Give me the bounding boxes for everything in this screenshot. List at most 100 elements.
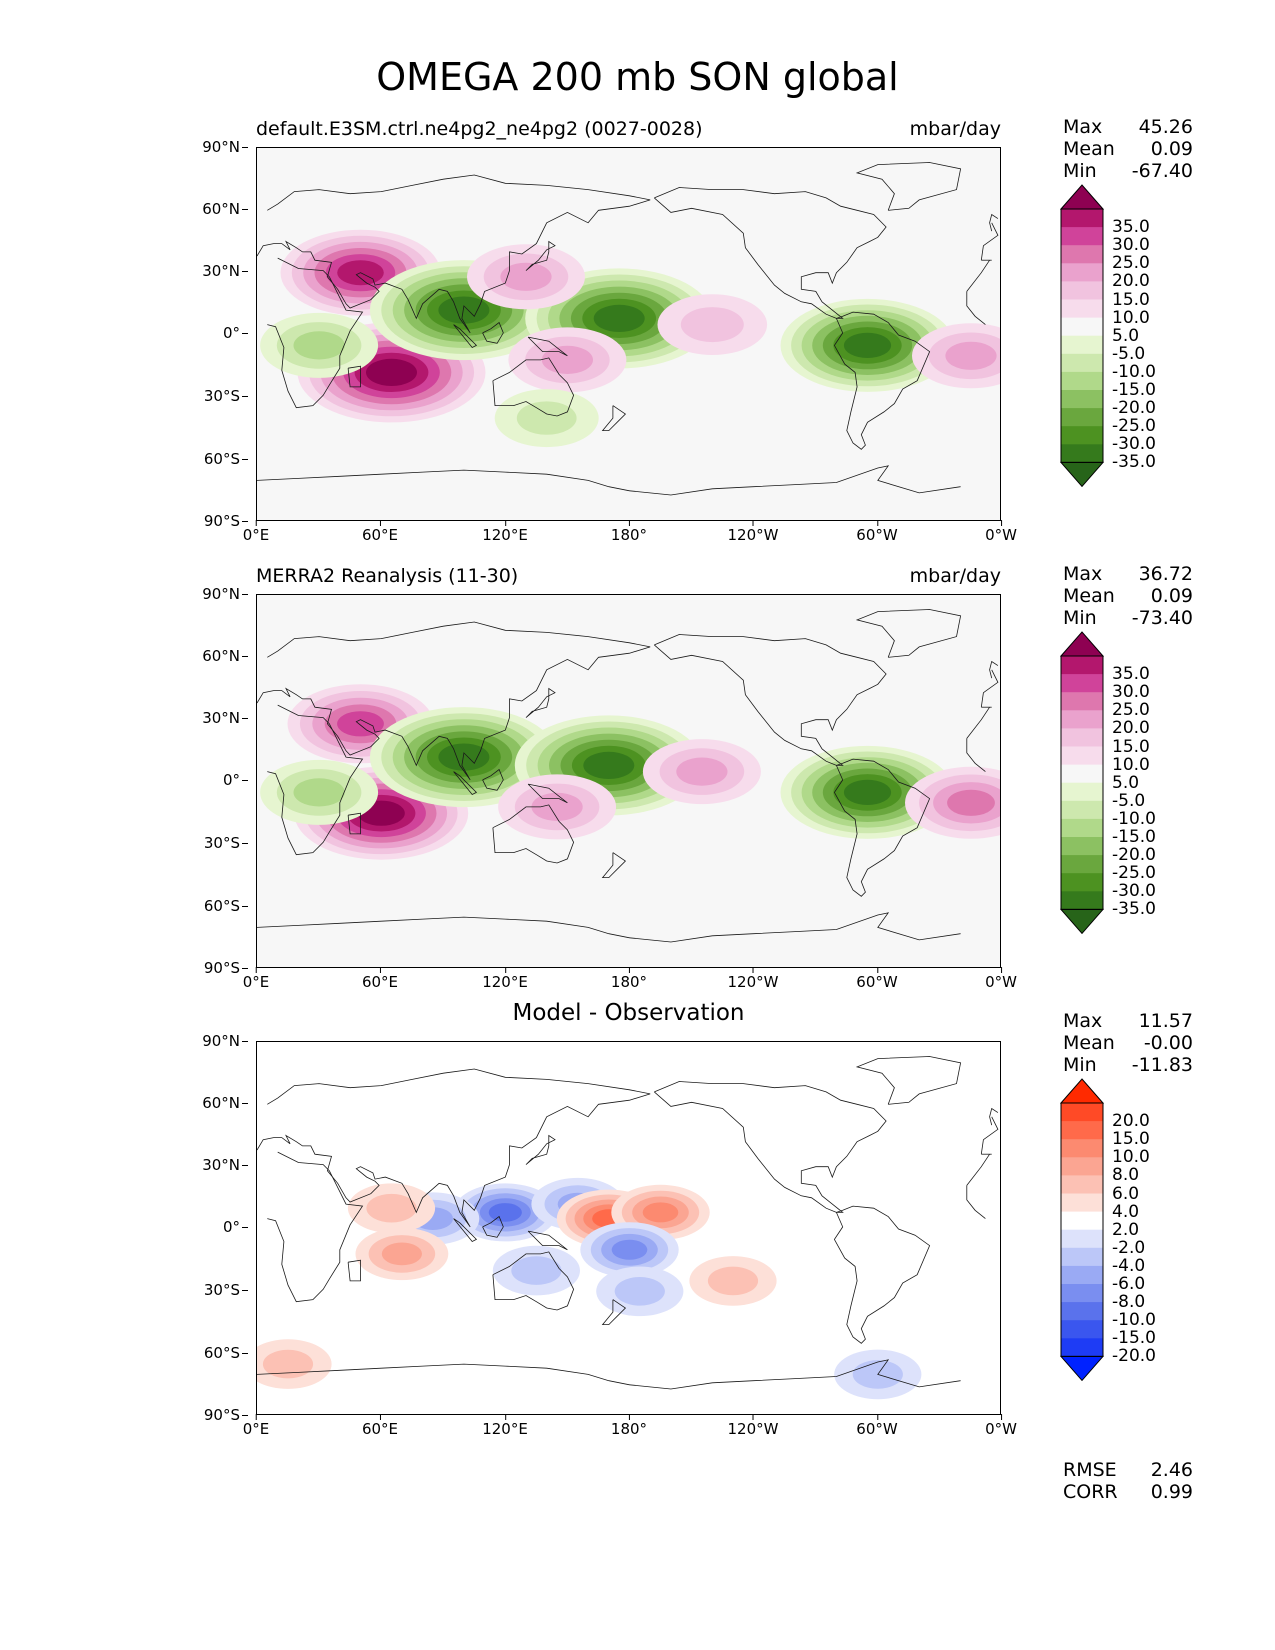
contour-band — [945, 341, 997, 370]
x-tick-label: 120°W — [727, 1414, 779, 1438]
corr-label: CORR — [1063, 1481, 1118, 1503]
coastline-segment — [527, 783, 568, 804]
coastline-segment — [989, 660, 999, 679]
colorbar-segment — [1061, 1103, 1103, 1122]
y-tick-label: 30°N — [202, 262, 248, 280]
coastlines — [257, 1056, 999, 1390]
coastline-segment — [980, 222, 999, 261]
coastline-segment — [966, 706, 990, 739]
coastline-segment — [347, 365, 361, 388]
min-label: Min — [1063, 607, 1097, 629]
colorbar-tick-label: 25.0 — [1112, 700, 1150, 721]
y-tick-label: 30°S — [203, 1281, 249, 1299]
colorbar-tick-label: 10.0 — [1112, 1147, 1150, 1168]
colorbar-tick-label: 35.0 — [1112, 664, 1150, 685]
y-tick-label: 0° — [222, 1218, 249, 1236]
contour-band — [262, 1349, 314, 1379]
contour-band — [843, 779, 892, 805]
colorbar-tick-label: -6.0 — [1112, 1274, 1146, 1294]
min-label: Min — [1063, 160, 1097, 182]
coastline-segment — [453, 771, 478, 796]
colorbar-tick-label: 30.0 — [1112, 682, 1150, 703]
max-value: 45.26 — [1138, 116, 1193, 138]
coastline-segment — [966, 1185, 986, 1219]
mean-label: Mean — [1063, 1032, 1115, 1054]
coastline-segment — [601, 405, 627, 431]
colorbar-segment — [1061, 245, 1103, 264]
min-label: Min — [1063, 1054, 1097, 1076]
y-tick-label: 30°N — [202, 709, 248, 727]
contour-band — [611, 1239, 648, 1260]
units-label: mbar/day — [909, 565, 1001, 587]
colorbar-tick-label: 20.0 — [1112, 1111, 1150, 1132]
coastline-segment — [601, 1299, 627, 1325]
coastline-segment — [527, 336, 568, 357]
coastline-segment — [525, 687, 556, 718]
colorbar-tick-label: 35.0 — [1112, 217, 1150, 238]
colorbar-extend-max — [1059, 184, 1105, 210]
stats-block: Max 11.57 Mean -0.00 Min -11.83 — [1063, 1010, 1193, 1076]
map-plot-area — [256, 1041, 1001, 1415]
contour-band — [676, 757, 728, 786]
coastline-segment — [482, 1215, 504, 1238]
panel-title: default.E3SM.ctrl.ne4pg2_ne4pg2 (0027-00… — [256, 118, 703, 140]
y-tick-label: 30°S — [203, 387, 249, 405]
metrics-block: RMSE 2.46 CORR 0.99 — [1063, 1459, 1193, 1503]
contour-band — [516, 401, 577, 435]
colorbar-tick-label: -30.0 — [1112, 881, 1156, 902]
colorbar-segment — [1061, 1121, 1103, 1140]
x-tick-label: 0°E — [242, 1414, 270, 1438]
colorbar-segment — [1061, 656, 1103, 675]
colorbar-tick-label: -20.0 — [1112, 398, 1156, 419]
colorbar-segment — [1061, 263, 1103, 282]
colorbar — [1059, 1078, 1105, 1385]
colorbar-segment — [1061, 1247, 1103, 1267]
coastline-segment — [257, 469, 630, 492]
max-value: 36.72 — [1138, 563, 1193, 585]
colorbar-tick-label: -5.0 — [1112, 343, 1146, 364]
colorbar-tick-label: 10.0 — [1112, 307, 1150, 328]
colorbar-extend-min — [1059, 1355, 1105, 1382]
colorbar-segment — [1061, 873, 1103, 892]
coastline-segment — [629, 465, 961, 496]
panel-title: MERRA2 Reanalysis (11-30) — [256, 565, 519, 587]
x-tick-label: 120°W — [727, 520, 779, 544]
colorbar-tick-label: -10.0 — [1112, 361, 1156, 382]
contour-band — [531, 792, 583, 821]
coastline-segment — [482, 768, 504, 791]
colorbar-frame — [1060, 655, 1104, 910]
colorbar-tick-label: -25.0 — [1112, 863, 1156, 884]
colorbar-segment — [1061, 1320, 1103, 1339]
min-value: -67.40 — [1131, 160, 1193, 182]
colorbar-frame — [1060, 208, 1104, 463]
colorbar-segment — [1061, 371, 1103, 391]
colorbar-segment — [1061, 692, 1103, 711]
colorbar-extend-min — [1059, 461, 1105, 488]
coastline-segment — [833, 1205, 931, 1344]
coastline-segment — [989, 1107, 999, 1126]
map-svg — [257, 1042, 1000, 1414]
coastline-segment — [453, 324, 478, 349]
colorbar-segment — [1061, 1157, 1103, 1176]
contour-band — [366, 358, 417, 386]
colorbar-tick-label: 4.0 — [1112, 1201, 1140, 1222]
colorbar-segment — [1061, 891, 1103, 910]
x-tick-label: 60°E — [361, 967, 399, 991]
x-tick-label: 0°E — [242, 967, 270, 991]
colorbar-tick-label: -15.0 — [1112, 1328, 1156, 1349]
colorbar-segment — [1061, 818, 1103, 838]
colorbar-tick-label: 20.0 — [1112, 271, 1150, 292]
colorbar-segment — [1061, 1302, 1103, 1321]
y-tick-label: 0° — [222, 771, 249, 789]
colorbar-segment — [1061, 227, 1103, 246]
coastline-segment — [525, 240, 556, 271]
coastline-segment — [966, 1153, 990, 1186]
colorbar-segment — [1061, 1229, 1103, 1249]
rmse-value: 2.46 — [1150, 1459, 1193, 1481]
coastline-segment — [267, 704, 364, 856]
x-tick-label: 0°E — [242, 520, 270, 544]
colorbar-segment — [1061, 1338, 1103, 1357]
colorbar-segment — [1061, 837, 1103, 856]
colorbar-tick-label: -15.0 — [1112, 827, 1156, 847]
x-tick-label: 0°W — [985, 967, 1017, 991]
